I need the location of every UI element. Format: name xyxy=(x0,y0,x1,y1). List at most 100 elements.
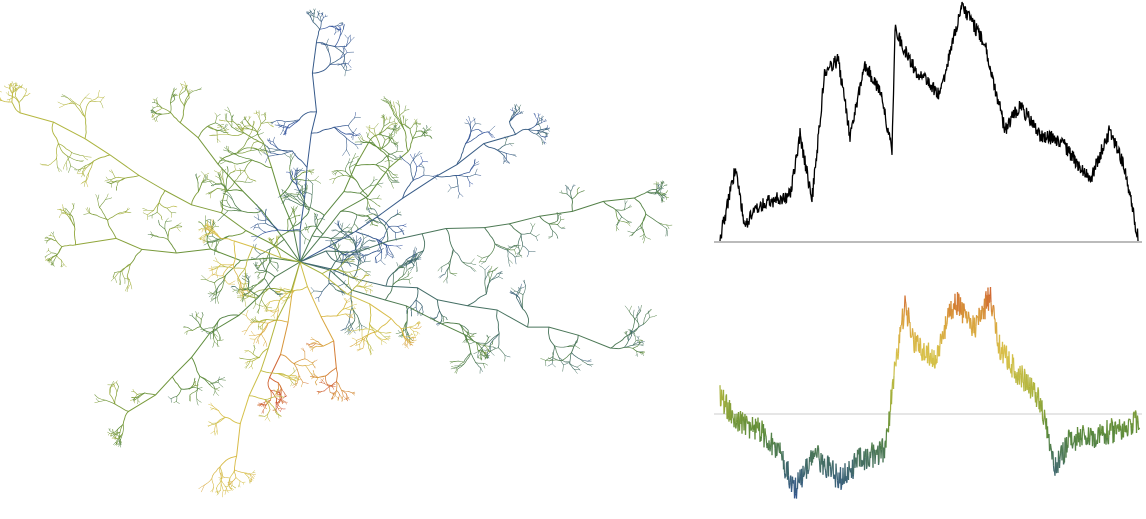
tree-branch xyxy=(276,247,282,259)
label-segment xyxy=(813,451,816,458)
tree-branch xyxy=(69,97,74,102)
tree-branch xyxy=(339,28,344,37)
tree-branch xyxy=(379,127,388,135)
tree-branch xyxy=(11,85,14,90)
tree-branch xyxy=(339,29,341,37)
tree-branch xyxy=(417,123,421,125)
tree-branch xyxy=(513,109,517,116)
tree-branch xyxy=(357,261,365,267)
tree-branch xyxy=(242,282,250,285)
tree-branch xyxy=(415,130,423,132)
label-segment xyxy=(946,317,949,325)
tree-branch xyxy=(527,129,538,131)
label-segment xyxy=(965,311,968,324)
tree-branch xyxy=(636,351,641,353)
tree-branch xyxy=(309,12,312,18)
tree-branch xyxy=(442,315,447,318)
tree-branch xyxy=(560,218,565,221)
label-segment xyxy=(945,326,948,330)
label-segment xyxy=(1095,442,1098,446)
tree-trunk xyxy=(116,237,143,250)
tree-branch xyxy=(470,352,476,363)
tree-branch xyxy=(250,142,255,151)
tree-branch xyxy=(508,223,522,235)
tree-branch xyxy=(316,345,324,347)
label-segment xyxy=(766,442,769,449)
tree-branch xyxy=(335,26,338,30)
tree-branch xyxy=(112,172,116,179)
label-segment xyxy=(892,375,895,390)
tree-branch xyxy=(6,99,11,101)
label-segment xyxy=(1108,424,1111,435)
label-segment xyxy=(1132,412,1135,429)
tree-branch xyxy=(537,113,539,117)
tree-branch xyxy=(240,289,242,297)
tree-branch xyxy=(47,259,50,262)
tree-branch xyxy=(250,224,257,229)
tree-branch xyxy=(348,319,353,329)
tree-branch xyxy=(369,212,378,217)
tree-branch xyxy=(95,194,98,200)
tree-branch xyxy=(400,328,405,338)
tree-branch xyxy=(98,397,106,401)
tree-branch xyxy=(360,141,366,143)
tree-branch xyxy=(643,236,646,244)
tree-branch xyxy=(233,486,236,489)
tree-branch xyxy=(337,170,346,172)
tree-branch xyxy=(373,178,378,182)
tree-branch xyxy=(355,278,360,284)
tree-trunk xyxy=(299,233,324,263)
tree-branch xyxy=(245,365,249,369)
tree-branch xyxy=(489,243,496,256)
tree-branch xyxy=(167,239,177,254)
label-segment xyxy=(871,442,874,451)
label-segment xyxy=(763,437,766,448)
label-segment xyxy=(833,474,836,476)
label-segment xyxy=(733,421,736,428)
tree-branch xyxy=(412,174,425,181)
tree-branch xyxy=(541,131,547,134)
label-segment xyxy=(888,412,891,426)
tree-branch xyxy=(345,133,356,137)
tree-branch xyxy=(170,112,181,124)
tree-branch xyxy=(530,232,537,237)
tree-branch xyxy=(300,185,303,190)
tree-branch xyxy=(646,191,656,195)
tree-branch xyxy=(81,173,83,178)
tree-branch xyxy=(512,110,515,116)
tree-branch xyxy=(410,261,415,266)
tree-branch xyxy=(255,262,257,267)
tree-trunk xyxy=(333,340,337,368)
tree-branch xyxy=(277,124,283,126)
tree-branch xyxy=(297,189,301,197)
tree-branch xyxy=(61,259,65,265)
tree-branch xyxy=(372,142,382,152)
tree-branch xyxy=(97,89,100,98)
tree-branch xyxy=(666,190,668,194)
tree-trunk xyxy=(280,257,301,263)
tree-branch xyxy=(132,388,135,392)
tree-branch xyxy=(308,171,315,174)
label-segment xyxy=(904,301,907,305)
tree-branch xyxy=(296,180,302,186)
tree-branch xyxy=(239,279,242,291)
label-segment xyxy=(854,459,857,468)
tree-branch xyxy=(456,143,467,166)
tree-branch xyxy=(385,332,391,334)
tree-branch xyxy=(265,341,268,347)
label-segment xyxy=(1125,425,1128,433)
tree-branch xyxy=(310,372,314,378)
tree-branch xyxy=(552,352,555,359)
tree-branch xyxy=(349,158,353,168)
tree-branch xyxy=(384,226,389,237)
tree-branch xyxy=(48,258,50,261)
tree-branch xyxy=(465,135,479,144)
tree-branch xyxy=(232,477,237,482)
tree-branch xyxy=(46,250,49,253)
tree-branch xyxy=(248,275,251,278)
tree-branch xyxy=(395,144,397,148)
tree-branch xyxy=(205,174,208,180)
tree-branch xyxy=(545,132,548,136)
tree-branch xyxy=(447,265,450,277)
tree-branch xyxy=(5,87,10,89)
